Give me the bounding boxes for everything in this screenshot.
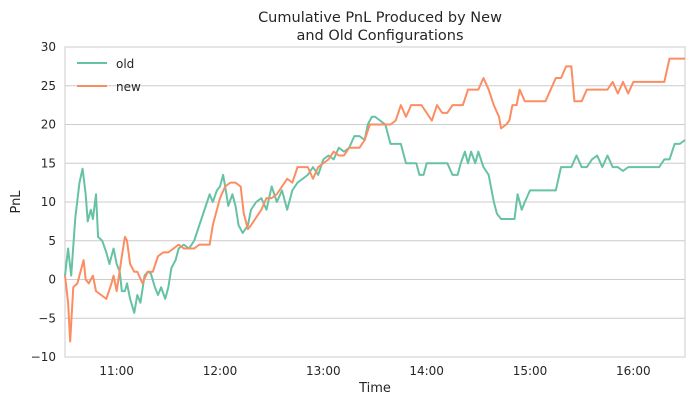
chart-title-line-1: Cumulative PnL Produced by New xyxy=(258,10,502,26)
series-layer xyxy=(64,57,686,343)
y-tick-label: 25 xyxy=(41,79,56,93)
y-tick-label: 5 xyxy=(48,234,56,248)
series-line-new xyxy=(64,57,685,343)
legend-label-new: new xyxy=(116,80,141,94)
y-tick-label: 30 xyxy=(41,40,56,54)
y-axis-ticks: −10 −5 0 5 10 15 20 25 30 xyxy=(31,40,56,364)
x-axis-label: Time xyxy=(358,381,391,396)
chart-title-line-2: and Old Configurations xyxy=(296,28,463,44)
x-tick-label: 12:00 xyxy=(203,364,238,378)
legend: old new xyxy=(77,57,141,94)
y-tick-label: 0 xyxy=(48,273,56,287)
y-tick-label: 15 xyxy=(41,156,56,170)
x-tick-label: 16:00 xyxy=(616,364,651,378)
y-tick-label: 10 xyxy=(41,195,56,209)
y-tick-label: −5 xyxy=(38,311,56,325)
series-line-old xyxy=(64,115,686,314)
x-tick-label: 15:00 xyxy=(513,364,548,378)
x-tick-label: 14:00 xyxy=(409,364,444,378)
y-axis-label: PnL xyxy=(9,190,24,214)
x-axis-ticks: 11:00 12:00 13:00 14:00 15:00 16:00 xyxy=(99,364,650,378)
y-tick-label: 20 xyxy=(41,118,56,132)
legend-label-old: old xyxy=(116,57,134,71)
x-tick-label: 11:00 xyxy=(99,364,134,378)
x-tick-label: 13:00 xyxy=(306,364,341,378)
y-tick-label: −10 xyxy=(31,350,56,364)
